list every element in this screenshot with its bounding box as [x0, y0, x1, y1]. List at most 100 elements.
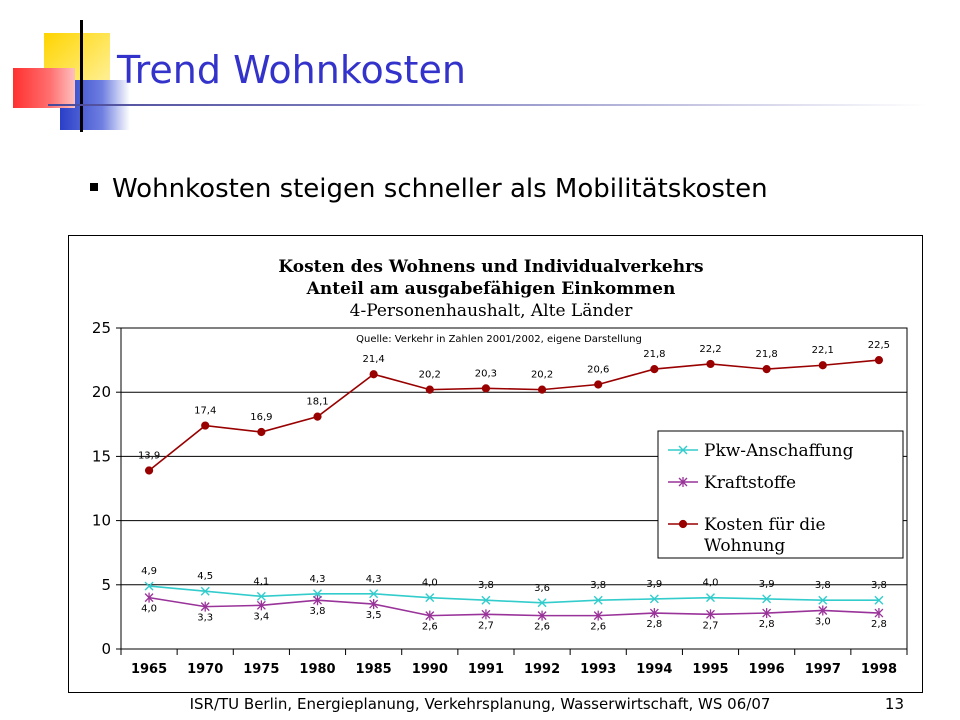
data-point — [762, 594, 772, 604]
legend-label: Pkw-Anschaffung — [704, 441, 854, 461]
data-point — [369, 599, 379, 610]
chart-title-line-2: Anteil am ausgabefähigen Einkommen — [306, 279, 676, 299]
data-label: 4,0 — [422, 578, 438, 589]
data-label: 3,3 — [197, 613, 213, 624]
data-label: 3,5 — [366, 610, 382, 621]
x-tick-label: 1970 — [187, 662, 223, 677]
x-tick-label: 1995 — [692, 662, 728, 677]
data-label: 2,7 — [703, 620, 719, 631]
data-label: 4,0 — [703, 578, 719, 589]
x-tick-label: 1985 — [356, 662, 392, 677]
data-label: 4,5 — [197, 571, 213, 582]
y-tick-label: 5 — [101, 576, 111, 594]
data-point — [818, 595, 828, 605]
x-tick-label: 1996 — [749, 662, 785, 677]
legend-label: Wohnung — [704, 536, 785, 556]
data-point — [874, 595, 884, 605]
data-label: 20,2 — [419, 370, 441, 381]
data-label: 2,6 — [422, 622, 438, 633]
x-tick-label: 1994 — [636, 662, 672, 677]
data-label: 20,6 — [587, 364, 609, 375]
data-label: 2,6 — [534, 622, 550, 633]
data-label: 21,4 — [363, 354, 385, 365]
data-point — [481, 595, 491, 605]
data-point — [649, 594, 659, 604]
marker-stroke — [678, 445, 688, 455]
data-label: 21,8 — [643, 349, 665, 360]
data-point — [762, 608, 772, 619]
marker-stroke — [537, 598, 547, 608]
data-label: 2,8 — [759, 619, 775, 630]
data-point — [200, 586, 210, 596]
data-point — [678, 519, 688, 529]
bullet-text: Wohnkosten steigen schneller als Mobilit… — [112, 174, 768, 204]
title-underline — [48, 104, 928, 106]
chart-title-group: Kosten des Wohnens und Individualverkehr… — [278, 257, 703, 345]
marker-stroke — [706, 593, 715, 603]
y-tick-label: 20 — [92, 383, 111, 401]
bullet-item: Wohnkosten steigen schneller als Mobilit… — [90, 174, 768, 204]
data-point — [144, 466, 154, 475]
data-point — [144, 581, 154, 591]
data-label: 4,1 — [253, 576, 269, 587]
data-label: 3,8 — [310, 606, 326, 617]
data-point — [649, 608, 659, 619]
data-point — [481, 609, 491, 620]
data-point — [256, 591, 266, 601]
data-point — [481, 384, 491, 393]
deco-red-square — [13, 68, 75, 108]
data-point — [537, 610, 547, 621]
marker-stroke — [481, 595, 491, 605]
marker-stroke — [762, 594, 772, 604]
marker-stroke — [874, 595, 884, 605]
data-label: 2,6 — [590, 622, 606, 633]
slide-title: Trend Wohnkosten — [117, 48, 466, 92]
legend-label: Kosten für die — [704, 515, 826, 535]
deco-vertical-line — [80, 20, 83, 132]
marker-stroke — [369, 589, 379, 599]
data-label: 3,0 — [815, 616, 831, 627]
chart-title-line-1: Kosten des Wohnens und Individualverkehr… — [278, 257, 703, 277]
marker-stroke — [256, 591, 266, 601]
data-label: 2,7 — [478, 620, 494, 631]
x-tick-label: 1975 — [243, 662, 279, 677]
data-point — [369, 370, 378, 379]
data-label: 22,5 — [868, 340, 890, 351]
data-label: 21,8 — [756, 349, 778, 360]
y-tick-label: 25 — [92, 319, 111, 337]
bullet-square-icon — [90, 182, 98, 191]
data-point — [425, 385, 434, 394]
data-point — [313, 595, 322, 606]
data-point — [256, 600, 266, 611]
x-tick-label: 1998 — [861, 662, 897, 677]
data-label: 13,9 — [138, 451, 160, 462]
chart-source-note: Quelle: Verkehr in Zahlen 2001/2002, eig… — [356, 334, 642, 345]
data-label: 3,8 — [478, 580, 494, 591]
data-label: 16,9 — [250, 412, 272, 423]
chart-title-line-3: 4-Personenhaushalt, Alte Länder — [350, 301, 634, 321]
data-label: 20,3 — [475, 368, 497, 379]
data-label: 4,3 — [366, 574, 382, 585]
y-tick-label: 15 — [92, 447, 111, 465]
page-number: 13 — [884, 695, 904, 713]
x-tick-label: 1997 — [805, 662, 841, 677]
data-label: 4,0 — [141, 604, 157, 615]
data-point — [818, 361, 827, 370]
data-point — [425, 593, 435, 603]
data-label: 3,9 — [646, 579, 662, 590]
data-point — [593, 595, 603, 605]
data-label: 4,9 — [141, 566, 157, 577]
data-point — [537, 598, 547, 608]
marker-stroke — [313, 589, 322, 599]
marker-stroke — [649, 594, 659, 604]
data-label: 20,2 — [531, 370, 553, 381]
data-point — [818, 605, 828, 616]
data-label: 3,8 — [815, 580, 831, 591]
data-point — [593, 610, 603, 621]
data-point — [678, 477, 688, 487]
marker-stroke — [818, 595, 828, 605]
data-point — [369, 589, 379, 599]
x-tick-label: 1993 — [580, 662, 616, 677]
y-tick-label: 10 — [92, 512, 111, 530]
data-point — [537, 385, 547, 394]
